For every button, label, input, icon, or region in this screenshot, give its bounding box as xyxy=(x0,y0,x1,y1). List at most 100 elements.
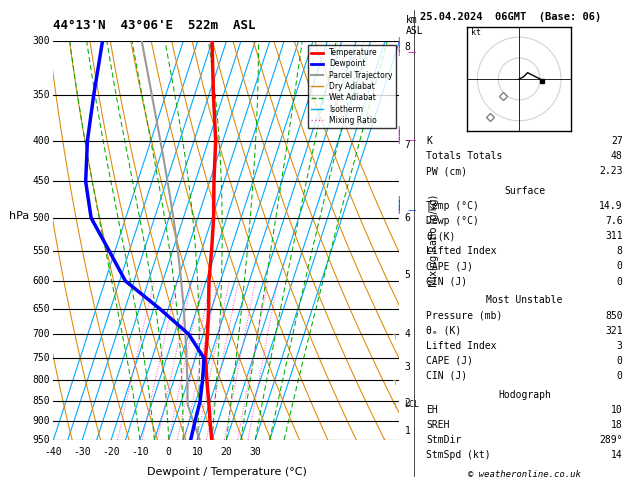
Text: ┐: ┐ xyxy=(392,330,397,339)
Text: 321: 321 xyxy=(605,326,623,336)
Text: 4: 4 xyxy=(166,442,170,448)
Text: 550: 550 xyxy=(33,246,50,256)
Text: 289°: 289° xyxy=(599,435,623,445)
Text: 2: 2 xyxy=(140,442,144,448)
Text: 25.04.2024  06GMT  (Base: 06): 25.04.2024 06GMT (Base: 06) xyxy=(420,12,601,22)
Text: |: | xyxy=(397,37,399,45)
Text: CAPE (J): CAPE (J) xyxy=(426,261,474,272)
Text: ┐: ┐ xyxy=(392,376,397,385)
Text: |: | xyxy=(397,49,399,56)
Text: 350: 350 xyxy=(33,89,50,100)
Text: —: — xyxy=(408,207,416,215)
Text: Totals Totals: Totals Totals xyxy=(426,151,503,161)
Text: -10: -10 xyxy=(131,447,149,457)
Text: 311: 311 xyxy=(605,231,623,242)
Text: —: — xyxy=(408,136,416,145)
Text: Most Unstable: Most Unstable xyxy=(486,295,563,306)
Text: 850: 850 xyxy=(605,311,623,321)
Text: -40: -40 xyxy=(45,447,62,457)
Text: Temp (°C): Temp (°C) xyxy=(426,201,479,211)
Text: 8: 8 xyxy=(617,246,623,257)
Text: 850: 850 xyxy=(33,397,50,406)
Text: PW (cm): PW (cm) xyxy=(426,166,467,176)
Text: 600: 600 xyxy=(33,276,50,286)
Text: 44°13'N  43°06'E  522m  ASL: 44°13'N 43°06'E 522m ASL xyxy=(53,18,256,32)
Text: 0: 0 xyxy=(617,371,623,381)
Text: km
ASL: km ASL xyxy=(406,15,423,36)
Text: ┐: ┐ xyxy=(392,399,397,408)
Text: -20: -20 xyxy=(103,447,120,457)
Text: © weatheronline.co.uk: © weatheronline.co.uk xyxy=(468,470,581,480)
Text: 10: 10 xyxy=(202,442,211,448)
Text: 18: 18 xyxy=(611,420,623,430)
Text: 25: 25 xyxy=(243,442,252,448)
Text: 6: 6 xyxy=(182,442,187,448)
Text: 900: 900 xyxy=(33,416,50,426)
Text: 1: 1 xyxy=(115,442,120,448)
Text: SREH: SREH xyxy=(426,420,450,430)
Text: 3: 3 xyxy=(155,442,160,448)
Text: StmSpd (kt): StmSpd (kt) xyxy=(426,450,491,460)
Text: CAPE (J): CAPE (J) xyxy=(426,356,474,366)
Text: 7.6: 7.6 xyxy=(605,216,623,226)
Text: |: | xyxy=(397,137,399,144)
Text: 8: 8 xyxy=(404,42,410,52)
Text: hPa: hPa xyxy=(9,211,29,221)
Text: 500: 500 xyxy=(33,213,50,223)
Text: 10: 10 xyxy=(611,405,623,415)
Text: |: | xyxy=(397,41,399,49)
Text: LCL: LCL xyxy=(404,400,420,409)
Text: Pressure (mb): Pressure (mb) xyxy=(426,311,503,321)
Text: θₑ (K): θₑ (K) xyxy=(426,326,462,336)
Text: Hodograph: Hodograph xyxy=(498,390,551,400)
Text: |: | xyxy=(397,45,399,52)
Text: 14.9: 14.9 xyxy=(599,201,623,211)
Text: 3: 3 xyxy=(617,341,623,351)
Text: |: | xyxy=(397,129,399,137)
Text: 14: 14 xyxy=(611,450,623,460)
Text: 7: 7 xyxy=(404,140,410,150)
Text: Lifted Index: Lifted Index xyxy=(426,341,497,351)
Text: 0: 0 xyxy=(617,356,623,366)
Text: |: | xyxy=(397,196,399,203)
Text: 3: 3 xyxy=(404,362,410,372)
Text: 20: 20 xyxy=(221,447,232,457)
Text: —: — xyxy=(408,48,416,57)
Text: 0: 0 xyxy=(617,261,623,272)
Text: 400: 400 xyxy=(33,136,50,146)
Legend: Temperature, Dewpoint, Parcel Trajectory, Dry Adiabat, Wet Adiabat, Isotherm, Mi: Temperature, Dewpoint, Parcel Trajectory… xyxy=(308,45,396,128)
Text: 10: 10 xyxy=(192,447,204,457)
Text: 27: 27 xyxy=(611,136,623,146)
Text: 800: 800 xyxy=(33,375,50,385)
Text: 650: 650 xyxy=(33,304,50,313)
Text: 1: 1 xyxy=(404,426,410,435)
Text: 15: 15 xyxy=(220,442,229,448)
Text: 750: 750 xyxy=(33,353,50,363)
Text: StmDir: StmDir xyxy=(426,435,462,445)
Text: 5: 5 xyxy=(175,442,180,448)
Text: 5: 5 xyxy=(404,270,410,280)
Text: 0: 0 xyxy=(166,447,172,457)
Text: 700: 700 xyxy=(33,329,50,339)
Text: 0: 0 xyxy=(617,277,623,287)
Text: 950: 950 xyxy=(33,435,50,445)
Text: 20: 20 xyxy=(233,442,242,448)
Text: kt: kt xyxy=(471,28,481,37)
Text: θₑ(K): θₑ(K) xyxy=(426,231,456,242)
Text: CIN (J): CIN (J) xyxy=(426,371,467,381)
Text: |: | xyxy=(397,208,399,214)
Text: -30: -30 xyxy=(74,447,91,457)
Text: 30: 30 xyxy=(249,447,261,457)
Text: |: | xyxy=(397,204,399,210)
Text: 8: 8 xyxy=(194,442,199,448)
Text: CIN (J): CIN (J) xyxy=(426,277,467,287)
Text: |: | xyxy=(397,200,399,207)
Text: |: | xyxy=(397,133,399,140)
Text: Dewpoint / Temperature (°C): Dewpoint / Temperature (°C) xyxy=(147,467,306,477)
Text: 300: 300 xyxy=(33,36,50,46)
Text: 4: 4 xyxy=(404,329,410,339)
Text: Dewp (°C): Dewp (°C) xyxy=(426,216,479,226)
Text: Surface: Surface xyxy=(504,186,545,196)
Text: Lifted Index: Lifted Index xyxy=(426,246,497,257)
Text: 48: 48 xyxy=(611,151,623,161)
